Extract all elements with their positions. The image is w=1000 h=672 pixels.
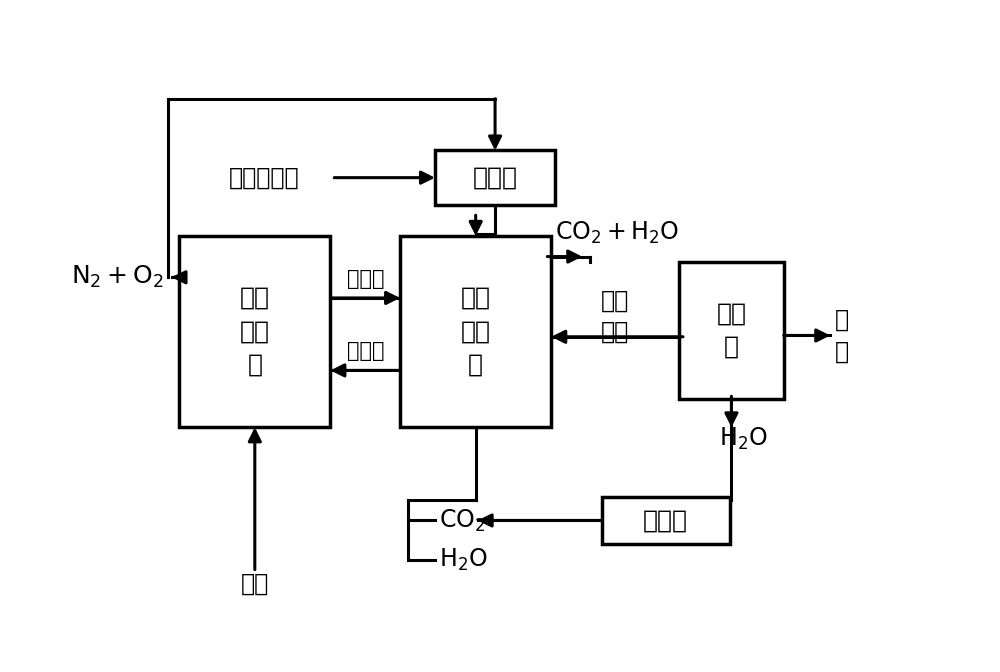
FancyBboxPatch shape: [179, 236, 330, 427]
Text: $\mathrm{H_2O}$: $\mathrm{H_2O}$: [439, 547, 487, 573]
Text: 废
气: 废 气: [835, 308, 849, 364]
Text: 固体
垃圾: 固体 垃圾: [601, 288, 629, 344]
Text: 吸附剂修饰: 吸附剂修饰: [229, 166, 300, 190]
Text: 冷凝
器: 冷凝 器: [716, 302, 746, 359]
Text: 空气
反应
器: 空气 反应 器: [240, 286, 270, 377]
FancyBboxPatch shape: [602, 497, 730, 544]
Text: 空气: 空气: [241, 572, 269, 595]
Text: $\mathrm{N_2+O_2}$: $\mathrm{N_2+O_2}$: [71, 264, 164, 290]
FancyBboxPatch shape: [400, 236, 551, 427]
Text: $\mathrm{CO_2+H_2O}$: $\mathrm{CO_2+H_2O}$: [555, 220, 679, 246]
Text: 还原态: 还原态: [347, 341, 384, 361]
Text: 氧载体: 氧载体: [473, 166, 518, 190]
FancyBboxPatch shape: [679, 261, 784, 399]
Text: $\mathrm{CO_2}$: $\mathrm{CO_2}$: [439, 507, 485, 534]
Text: 燃料
反应
器: 燃料 反应 器: [461, 286, 491, 377]
Text: 氧化态: 氧化态: [347, 269, 384, 289]
Text: 流量计: 流量计: [643, 509, 688, 532]
FancyBboxPatch shape: [435, 151, 555, 205]
Text: $\mathrm{H_2O}$: $\mathrm{H_2O}$: [719, 426, 767, 452]
